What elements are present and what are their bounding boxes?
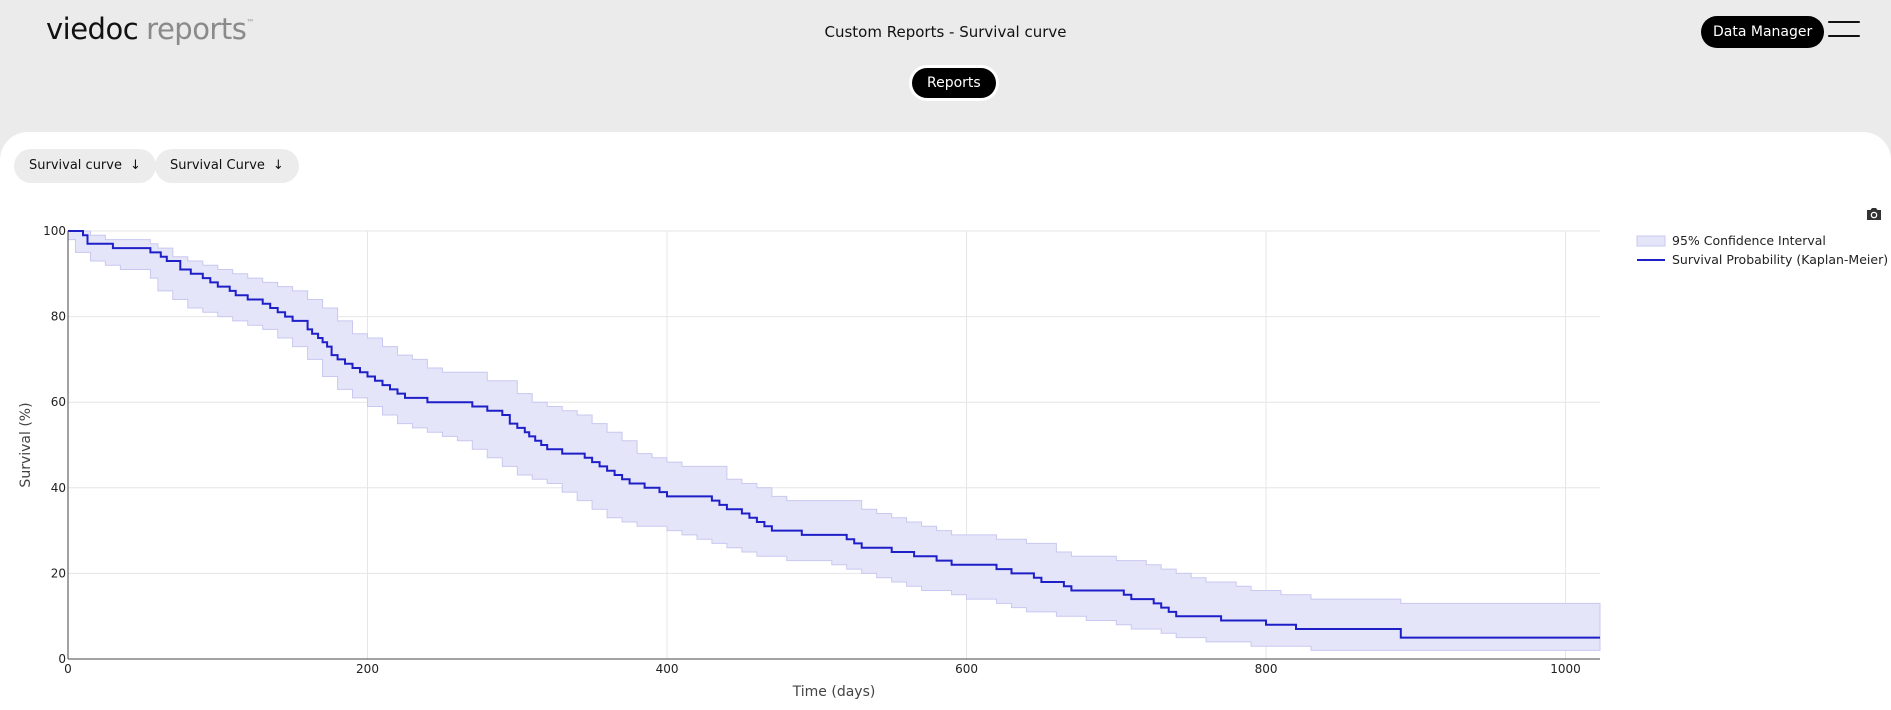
menu-icon-bar (1828, 21, 1860, 23)
x-tick-label: 400 (656, 662, 679, 676)
x-tick-label: 600 (955, 662, 978, 676)
y-tick-label: 20 (51, 566, 66, 580)
y-tick-label: 0 (58, 652, 66, 666)
logo-brand: viedoc (46, 12, 139, 46)
y-tick-label: 40 (51, 481, 66, 495)
survival-line (68, 230, 1600, 639)
arrow-down-icon: ↓ (129, 158, 141, 173)
confidence-band (67, 230, 1601, 651)
x-tick-label: 800 (1255, 662, 1278, 676)
report-select-dropdown[interactable]: Survival curve ↓ (14, 149, 156, 183)
chart-type-select-label: Survival Curve (170, 158, 265, 173)
page-title: Custom Reports - Survival curve (824, 23, 1067, 41)
y-tick-label: 80 (51, 310, 66, 324)
menu-icon[interactable] (1828, 21, 1860, 41)
x-tick-label: 200 (356, 662, 379, 676)
data-manager-button[interactable]: Data Manager (1701, 16, 1825, 48)
chart-type-select-dropdown[interactable]: Survival Curve ↓ (155, 149, 299, 183)
x-tick-label: 1000 (1550, 662, 1581, 676)
arrow-down-icon: ↓ (272, 158, 284, 173)
logo-product: reports (146, 12, 247, 46)
y-tick-label: 100 (43, 224, 66, 238)
legend-band-swatch[interactable] (1636, 235, 1666, 247)
camera-icon[interactable] (1865, 206, 1883, 222)
x-tick-label: 0 (64, 662, 72, 676)
reports-tab-button[interactable]: Reports (912, 68, 996, 98)
top-bar: viedoc reports™ Custom Reports - Survival… (0, 0, 1891, 132)
x-axis-title: Time (days) (792, 684, 876, 700)
y-axis-title: Survival (%) (18, 402, 34, 487)
viedoc-reports-logo[interactable]: viedoc reports™ (46, 12, 254, 46)
legend-label-confidence-interval[interactable]: 95% Confidence Interval (1672, 233, 1826, 248)
legend-label-survival-probability[interactable]: Survival Probability (Kaplan-Meier) (1672, 252, 1888, 267)
logo-trademark: ™ (246, 18, 254, 27)
y-tick-label: 60 (51, 395, 66, 409)
report-select-label: Survival curve (29, 158, 122, 173)
menu-icon-bar (1828, 35, 1860, 37)
